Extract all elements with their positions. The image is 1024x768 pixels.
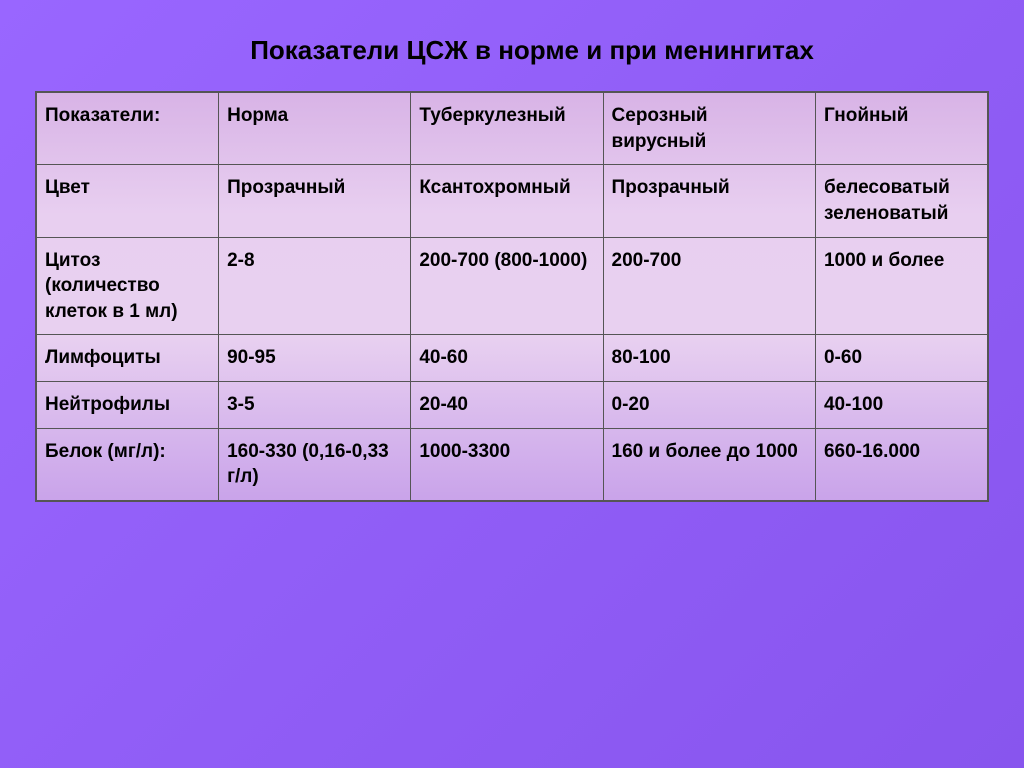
csf-table: Показатели: Норма Туберкулезный Серозный… bbox=[36, 92, 988, 501]
cell-neutrophils-label: Нейтрофилы bbox=[37, 382, 219, 429]
cell-protein-tuberculous: 1000-3300 bbox=[411, 428, 603, 500]
table-row: Нейтрофилы 3-5 20-40 0-20 40-100 bbox=[37, 382, 988, 429]
header-purulent: Гнойный bbox=[815, 93, 987, 165]
cell-lymphocytes-serous: 80-100 bbox=[603, 335, 815, 382]
cell-color-normal: Прозрачный bbox=[219, 165, 411, 237]
table-row: Белок (мг/л): 160-330 (0,16-0,33 г/л) 10… bbox=[37, 428, 988, 500]
cell-neutrophils-purulent: 40-100 bbox=[815, 382, 987, 429]
header-normal: Норма bbox=[219, 93, 411, 165]
cell-color-serous: Прозрачный bbox=[603, 165, 815, 237]
cell-cytosis-tuberculous: 200-700 (800-1000) bbox=[411, 237, 603, 335]
header-serous-viral: Серозный вирусный bbox=[603, 93, 815, 165]
header-parameter: Показатели: bbox=[37, 93, 219, 165]
cell-lymphocytes-normal: 90-95 bbox=[219, 335, 411, 382]
cell-cytosis-serous: 200-700 bbox=[603, 237, 815, 335]
table-header-row: Показатели: Норма Туберкулезный Серозный… bbox=[37, 93, 988, 165]
cell-color-label: Цвет bbox=[37, 165, 219, 237]
page-title: Показатели ЦСЖ в норме и при менингитах bbox=[35, 35, 989, 66]
cell-color-purulent: белесоватый зеленоватый bbox=[815, 165, 987, 237]
table-row: Цвет Прозрачный Ксантохромный Прозрачный… bbox=[37, 165, 988, 237]
csf-table-container: Показатели: Норма Туберкулезный Серозный… bbox=[35, 91, 989, 502]
cell-lymphocytes-tuberculous: 40-60 bbox=[411, 335, 603, 382]
cell-neutrophils-serous: 0-20 bbox=[603, 382, 815, 429]
cell-cytosis-normal: 2-8 bbox=[219, 237, 411, 335]
cell-neutrophils-normal: 3-5 bbox=[219, 382, 411, 429]
cell-cytosis-label: Цитоз (количество клеток в 1 мл) bbox=[37, 237, 219, 335]
header-tuberculous: Туберкулезный bbox=[411, 93, 603, 165]
cell-protein-serous: 160 и более до 1000 bbox=[603, 428, 815, 500]
cell-protein-purulent: 660-16.000 bbox=[815, 428, 987, 500]
table-row: Цитоз (количество клеток в 1 мл) 2-8 200… bbox=[37, 237, 988, 335]
cell-lymphocytes-purulent: 0-60 bbox=[815, 335, 987, 382]
cell-color-tuberculous: Ксантохромный bbox=[411, 165, 603, 237]
table-row: Лимфоциты 90-95 40-60 80-100 0-60 bbox=[37, 335, 988, 382]
cell-protein-label: Белок (мг/л): bbox=[37, 428, 219, 500]
cell-neutrophils-tuberculous: 20-40 bbox=[411, 382, 603, 429]
cell-lymphocytes-label: Лимфоциты bbox=[37, 335, 219, 382]
cell-protein-normal: 160-330 (0,16-0,33 г/л) bbox=[219, 428, 411, 500]
cell-cytosis-purulent: 1000 и более bbox=[815, 237, 987, 335]
